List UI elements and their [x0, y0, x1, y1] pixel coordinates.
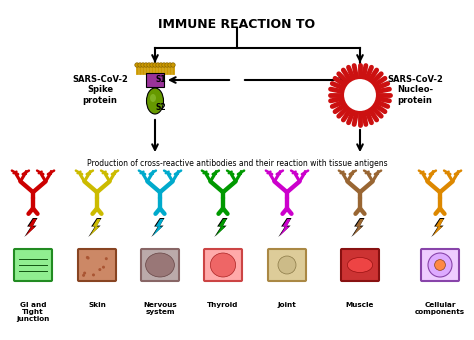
Text: Joint: Joint: [278, 302, 296, 308]
Polygon shape: [431, 218, 445, 237]
Polygon shape: [278, 218, 292, 237]
Text: Nervous
system: Nervous system: [143, 302, 177, 315]
Polygon shape: [214, 218, 228, 237]
Polygon shape: [351, 218, 365, 237]
Circle shape: [162, 63, 166, 67]
FancyBboxPatch shape: [146, 73, 164, 87]
Polygon shape: [26, 219, 36, 236]
Circle shape: [153, 63, 157, 67]
Circle shape: [428, 253, 452, 277]
Circle shape: [435, 260, 446, 270]
Text: Thyroid: Thyroid: [207, 302, 239, 308]
Polygon shape: [24, 218, 37, 237]
Ellipse shape: [278, 256, 296, 274]
Circle shape: [105, 257, 108, 260]
Circle shape: [156, 63, 160, 67]
Ellipse shape: [150, 94, 156, 102]
Text: GI and
Tight
junction: GI and Tight junction: [16, 302, 50, 322]
Polygon shape: [280, 219, 291, 236]
Circle shape: [343, 78, 377, 112]
Circle shape: [150, 63, 154, 67]
Text: Production of cross-reactive antibodies and their reaction with tissue antigens: Production of cross-reactive antibodies …: [87, 159, 387, 168]
Circle shape: [102, 266, 105, 269]
Circle shape: [83, 272, 86, 275]
FancyBboxPatch shape: [78, 249, 116, 281]
Ellipse shape: [210, 253, 236, 277]
Circle shape: [159, 63, 163, 67]
FancyBboxPatch shape: [421, 249, 459, 281]
FancyBboxPatch shape: [268, 249, 306, 281]
Polygon shape: [353, 219, 364, 236]
Text: S1: S1: [156, 75, 167, 85]
Text: SARS-CoV-2
Nucleo-
protein: SARS-CoV-2 Nucleo- protein: [387, 75, 443, 105]
Circle shape: [86, 256, 89, 259]
Polygon shape: [88, 218, 101, 237]
Circle shape: [135, 63, 139, 67]
Polygon shape: [433, 219, 444, 236]
Polygon shape: [153, 219, 164, 236]
Circle shape: [92, 273, 95, 276]
Circle shape: [82, 274, 85, 277]
FancyBboxPatch shape: [341, 249, 379, 281]
Circle shape: [168, 63, 172, 67]
Text: S2: S2: [156, 102, 167, 112]
Ellipse shape: [146, 253, 174, 277]
Text: Skin: Skin: [88, 302, 106, 308]
Circle shape: [138, 63, 142, 67]
Polygon shape: [216, 219, 227, 236]
Polygon shape: [151, 218, 164, 237]
Text: Muscle: Muscle: [346, 302, 374, 308]
Polygon shape: [90, 219, 100, 236]
Circle shape: [144, 63, 148, 67]
Text: IMMUNE REACTION TO: IMMUNE REACTION TO: [158, 18, 316, 31]
Circle shape: [171, 63, 175, 67]
Circle shape: [87, 257, 90, 259]
FancyBboxPatch shape: [204, 249, 242, 281]
Circle shape: [165, 63, 169, 67]
Ellipse shape: [347, 257, 373, 272]
Circle shape: [147, 63, 151, 67]
Text: SARS-CoV-2
Spike
protein: SARS-CoV-2 Spike protein: [72, 75, 128, 105]
Text: Cellular
components: Cellular components: [415, 302, 465, 315]
FancyBboxPatch shape: [141, 249, 179, 281]
Circle shape: [141, 63, 145, 67]
Ellipse shape: [146, 88, 164, 114]
FancyBboxPatch shape: [14, 249, 52, 281]
Circle shape: [98, 268, 101, 271]
